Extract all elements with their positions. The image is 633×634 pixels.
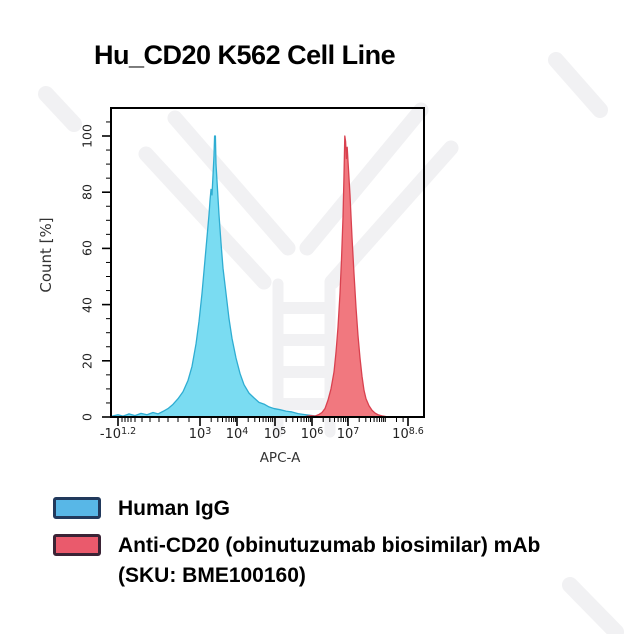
x-axis-title: APC-A: [259, 450, 301, 466]
legend-item-human-igg: Human IgG: [53, 494, 593, 524]
y-tick-label: 0: [79, 413, 95, 421]
legend-label: Human IgG: [118, 497, 231, 520]
y-tick-label: 20: [79, 352, 95, 369]
x-tick-label: 106: [300, 426, 324, 442]
y-tick-label: 60: [79, 240, 95, 257]
x-tick-label: 103: [188, 426, 212, 442]
y-axis-title: Count [%]: [37, 217, 55, 293]
legend-swatch-red: [53, 534, 101, 556]
y-tick-label: 40: [79, 296, 95, 313]
x-tick-label: 107: [336, 426, 360, 442]
legend: Human IgG Anti-CD20 (obinutuzumab biosim…: [53, 494, 593, 598]
x-tick-label: 108.6: [392, 426, 424, 442]
x-tick-label: 105: [263, 426, 287, 442]
x-tick-label: -101.2: [99, 426, 137, 442]
histogram-plot: [102, 107, 425, 426]
y-tick-label: 80: [79, 184, 95, 201]
y-tick-label: 100: [79, 124, 95, 148]
legend-swatch-blue: [53, 497, 101, 519]
legend-label: Anti-CD20 (obinutuzumab biosimilar) mAb …: [118, 534, 541, 587]
x-tick-label: 104: [225, 426, 249, 442]
legend-item-anti-cd20: Anti-CD20 (obinutuzumab biosimilar) mAb …: [53, 531, 593, 591]
chart-title: Hu_CD20 K562 Cell Line: [94, 40, 396, 70]
